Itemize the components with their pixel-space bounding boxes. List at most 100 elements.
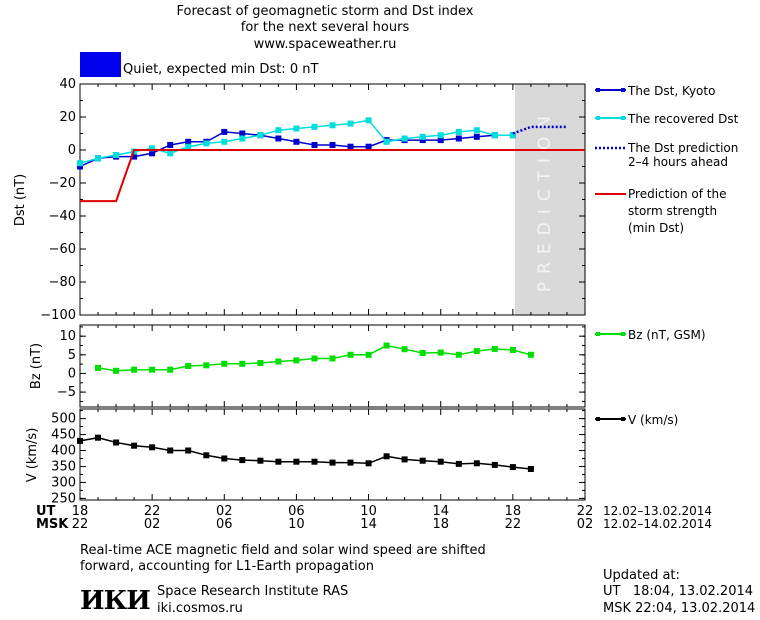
dst-series-line-3 — [80, 149, 585, 203]
updated-ut: UT 18:04, 13.02.2014 — [603, 584, 754, 599]
dst-ytick-label: −40 — [49, 209, 76, 224]
legend: The Dst, Kyoto The recovered Dst The Dst… — [595, 84, 739, 427]
dst-data-point — [437, 137, 444, 144]
time-axis: UT MSK 18 22 02 06 10 14 18 22 22 02 06 10 14 18 22 02… — [36, 504, 712, 532]
v-data-point — [149, 444, 156, 451]
bz-data-point — [383, 342, 390, 349]
svg-text:The recovered Dst: The recovered Dst — [627, 112, 739, 126]
ut-tick-label: 18 — [72, 504, 89, 519]
ut-tick-label: 06 — [288, 504, 305, 519]
v-data-point — [491, 461, 498, 468]
v-series-line-0 — [79, 436, 531, 470]
dst-data-point — [275, 135, 282, 142]
dst-data-point — [77, 160, 83, 167]
dst-ytick-label: −60 — [49, 242, 76, 257]
prediction-band-label: PREDICTION — [535, 108, 555, 292]
dst-data-point — [293, 125, 300, 132]
dst-data-point — [167, 142, 174, 148]
dst-data-point — [473, 127, 480, 134]
v-data-point — [419, 457, 426, 464]
bz-axis-label: Bz (nT) — [29, 343, 44, 389]
legend-item-bz: Bz (nT, GSM) — [595, 328, 706, 342]
legend-item-prediction: The Dst prediction 2–4 hours ahead — [595, 141, 738, 169]
v-data-point — [185, 447, 192, 454]
dst-data-point — [77, 163, 83, 170]
dst-data-point — [311, 142, 318, 148]
dst-y-axis: 40 20 0 −20 −40 −60 −80 −100 — [40, 77, 585, 323]
ut-tick-label: 22 — [144, 504, 161, 519]
bz-ytick-label: 5 — [68, 348, 76, 363]
bz-frame — [79, 324, 586, 408]
bz-panel: 10 5 0 −5 Bz (nT) — [29, 324, 586, 408]
msk-tick-label: 18 — [432, 517, 449, 532]
dst-data-point — [239, 135, 246, 142]
dst-data-point — [293, 138, 300, 145]
v-data-point — [77, 437, 83, 444]
bz-data-point — [491, 345, 498, 352]
svg-text:Prediction of the: Prediction of the — [628, 187, 727, 201]
dst-series-line-2 — [512, 125, 567, 135]
dst-data-point — [203, 140, 210, 147]
legend-item-dst-kyoto: The Dst, Kyoto — [595, 84, 715, 98]
dst-data-point — [365, 143, 372, 150]
note-line2: forward, accounting for L1-Earth propaga… — [80, 559, 374, 574]
legend-item-storm: Prediction of the storm strength (min Ds… — [595, 187, 727, 235]
institute-url[interactable]: iki.cosmos.ru — [157, 601, 243, 616]
prediction-band — [515, 84, 585, 315]
ut-tick-labels: 18 22 02 06 10 14 18 22 — [72, 504, 594, 519]
bz-data-point — [419, 350, 426, 356]
v-data-point — [455, 460, 462, 467]
dst-data-point — [347, 120, 354, 127]
v-data-point — [473, 460, 480, 467]
v-data-point — [113, 439, 120, 446]
dst-data-point — [95, 155, 101, 162]
dst-data-point — [473, 133, 480, 140]
v-data-point — [365, 460, 372, 467]
dst-data-point — [329, 122, 336, 129]
bz-ytick-label: 10 — [59, 329, 76, 344]
bz-data-point — [473, 348, 480, 355]
v-data-point — [131, 442, 138, 449]
bz-data-point — [185, 363, 192, 369]
svg-text:The Dst, Kyoto: The Dst, Kyoto — [627, 84, 715, 98]
dst-data-point — [149, 145, 156, 152]
dst-data-point — [311, 123, 318, 130]
updated-label: Updated at: — [603, 568, 680, 583]
svg-text:V (km/s): V (km/s) — [628, 413, 678, 427]
v-data-point — [239, 457, 246, 464]
status-color-swatch — [80, 52, 121, 77]
bz-data-point — [365, 351, 372, 358]
v-data-point — [275, 458, 282, 465]
msk-tick-label: 22 — [72, 517, 89, 532]
v-data-point — [167, 447, 174, 454]
msk-tick-label: 14 — [360, 517, 377, 532]
v-ytick-label: 350 — [51, 459, 76, 474]
ut-tick-label: 02 — [216, 504, 233, 519]
v-ytick-label: 500 — [51, 412, 76, 427]
dst-x-ticks — [79, 84, 586, 315]
ut-tick-label: 10 — [360, 504, 377, 519]
dst-data-point — [275, 127, 282, 134]
ut-date-range: 12.02–13.02.2014 — [603, 504, 712, 518]
v-data-point — [95, 434, 101, 441]
bz-data-point — [149, 366, 156, 373]
bz-data-point — [293, 357, 300, 364]
v-x-ticks — [79, 409, 586, 500]
dst-series — [77, 117, 585, 203]
v-data-point — [221, 455, 228, 462]
dst-data-point — [509, 132, 516, 139]
dst-data-point — [185, 143, 192, 150]
svg-text:Bz (nT, GSM): Bz (nT, GSM) — [628, 328, 706, 342]
svg-text:storm strength: storm strength — [628, 204, 717, 218]
dst-data-point — [185, 138, 192, 145]
bz-data-point — [527, 351, 534, 358]
bz-ytick-label: 0 — [68, 366, 76, 381]
msk-tick-label: 06 — [216, 517, 233, 532]
bz-data-point — [401, 346, 408, 353]
dst-data-point — [437, 132, 444, 139]
bz-data-point — [95, 364, 101, 371]
v-data-point — [509, 464, 516, 471]
v-data-point — [257, 457, 264, 464]
